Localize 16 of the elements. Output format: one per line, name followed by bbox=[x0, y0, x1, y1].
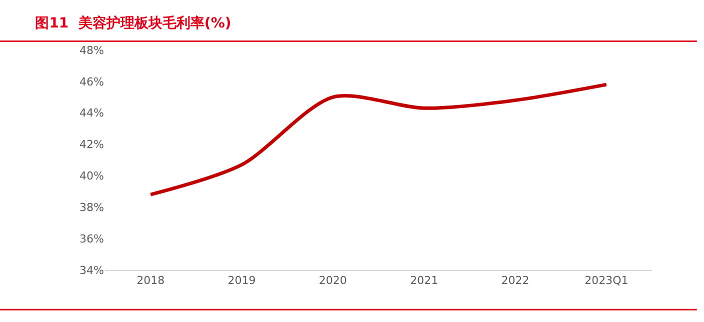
y-tick-label: 36% bbox=[80, 232, 104, 246]
x-tick-label: 2020 bbox=[318, 274, 347, 288]
x-tick-label: 2018 bbox=[136, 274, 165, 288]
y-tick-label: 40% bbox=[80, 170, 104, 183]
y-tick-label: 46% bbox=[80, 75, 104, 88]
x-tick-label: 2023Q1 bbox=[584, 274, 628, 288]
chart-title: 图11 美容护理板块毛利率(%) bbox=[35, 14, 232, 32]
x-tick-label: 2022 bbox=[501, 274, 530, 288]
y-tick-label: 44% bbox=[80, 106, 104, 120]
x-tick-label: 2021 bbox=[410, 274, 438, 288]
y-tick-label: 38% bbox=[80, 200, 104, 214]
line-series bbox=[148, 82, 608, 196]
y-tick-label: 42% bbox=[80, 138, 104, 152]
y-tick-label: 34% bbox=[80, 264, 104, 277]
x-tick-label: 2019 bbox=[228, 274, 256, 288]
y-tick-label: 48% bbox=[80, 44, 104, 57]
